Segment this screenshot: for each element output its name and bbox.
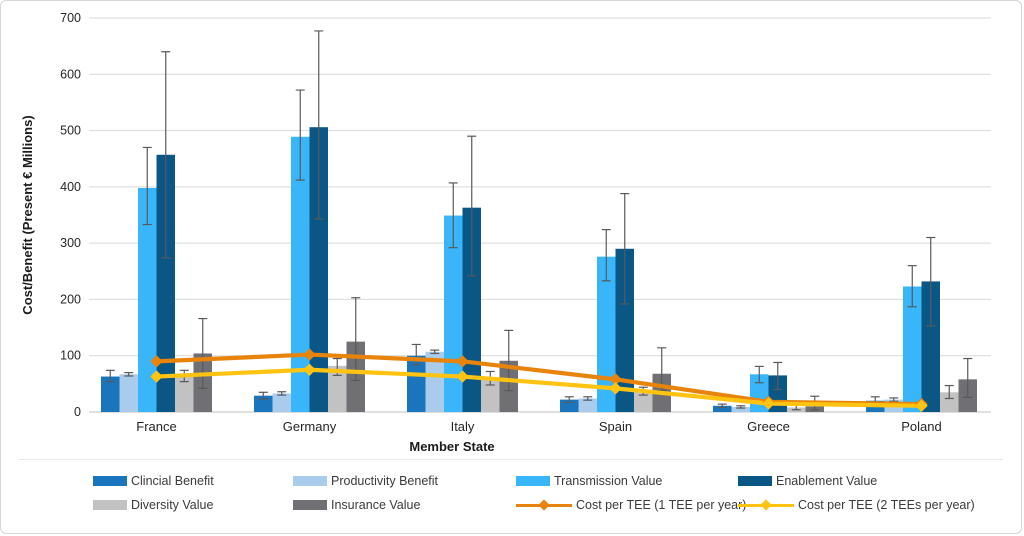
- legend-item: Insurance Value: [293, 498, 516, 512]
- x-category-label: Greece: [747, 419, 790, 434]
- x-category-label: Germany: [283, 419, 337, 434]
- bar: [940, 392, 959, 412]
- bar: [175, 375, 194, 412]
- diamond-marker: [303, 348, 316, 361]
- chart-svg: 0 100 200 300 400 500 600 700 France Germany Italy…: [20, 11, 991, 454]
- legend-bar-swatch-icon: [738, 476, 772, 486]
- legend-line-swatch-icon: [738, 499, 794, 511]
- legend-item: Clincial Benefit: [93, 474, 293, 488]
- legend-label: Transmission Value: [554, 474, 663, 488]
- legend-bar-swatch-icon: [293, 476, 327, 486]
- y-tick-label: 300: [60, 236, 81, 250]
- diamond-marker: [150, 370, 163, 383]
- x-category-label: France: [136, 419, 176, 434]
- diamond-marker: [762, 397, 775, 410]
- legend-item: Productivity Benefit: [293, 474, 516, 488]
- x-axis-title: Member State: [409, 439, 494, 454]
- bar: [407, 355, 426, 412]
- diamond-marker: [609, 382, 622, 395]
- diamond-marker: [150, 355, 163, 368]
- legend-label: Diversity Value: [131, 498, 214, 512]
- y-tick-label: 400: [60, 180, 81, 194]
- legend-label: Cost per TEE (2 TEEs per year): [798, 498, 975, 512]
- legend-bar-swatch-icon: [293, 500, 327, 510]
- y-tick-label: 0: [74, 405, 81, 419]
- diamond-marker: [456, 355, 469, 368]
- x-category-label: Italy: [451, 419, 475, 434]
- legend-label: Enablement Value: [776, 474, 878, 488]
- legend-row: Clincial Benefit Productivity Benefit Tran…: [1, 469, 1021, 493]
- bar: [731, 406, 750, 412]
- bar: [713, 405, 732, 412]
- bar: [119, 374, 138, 412]
- bar: [291, 136, 310, 412]
- bar: [560, 399, 579, 412]
- bar: [597, 256, 616, 412]
- diamond-marker: [609, 373, 622, 386]
- legend-item: Diversity Value: [93, 498, 293, 512]
- bar: [615, 248, 634, 412]
- bar: [309, 127, 328, 413]
- bar: [921, 281, 940, 412]
- legend-bar-swatch-icon: [93, 476, 127, 486]
- diamond-marker: [456, 370, 469, 383]
- x-category-label: Spain: [599, 419, 632, 434]
- diamond-marker: [303, 363, 316, 376]
- bar: [578, 398, 597, 412]
- legend-label: Insurance Value: [331, 498, 421, 512]
- legend-diamond-icon: [538, 499, 550, 511]
- bar: [156, 154, 175, 412]
- legend-label: Productivity Benefit: [331, 474, 438, 488]
- bar: [903, 286, 922, 412]
- legend-separator: [19, 459, 1003, 460]
- legend-diamond-icon: [760, 499, 772, 511]
- legend-line-swatch-icon: [516, 499, 572, 511]
- chart-legend: Clincial Benefit Productivity Benefit Tran…: [1, 469, 1021, 517]
- bar: [272, 393, 291, 412]
- legend-bar-swatch-icon: [516, 476, 550, 486]
- legend-item: Transmission Value: [516, 474, 738, 488]
- y-tick-label: 700: [60, 11, 81, 25]
- legend-label: Cost per TEE (1 TEE per year): [576, 498, 747, 512]
- legend-row: Diversity Value Insurance Value Cost per T…: [1, 493, 1021, 517]
- y-tick-label: 500: [60, 124, 81, 138]
- bar: [101, 376, 120, 412]
- bar: [634, 391, 653, 412]
- bar: [481, 377, 500, 412]
- y-tick-label: 100: [60, 349, 81, 363]
- legend-item: Cost per TEE (2 TEEs per year): [738, 498, 988, 512]
- line-series: [156, 367, 922, 408]
- y-axis-title: Cost/Benefit (Present € Millions): [20, 115, 35, 314]
- diamond-marker: [915, 399, 928, 413]
- legend-item: Cost per TEE (1 TEE per year): [516, 498, 746, 512]
- y-tick-label: 200: [60, 292, 81, 306]
- bar: [254, 395, 273, 412]
- y-tick-label: 600: [60, 67, 81, 81]
- bar: [425, 351, 444, 412]
- bar: [328, 365, 347, 412]
- legend-bar-swatch-icon: [93, 500, 127, 510]
- legend-item: Enablement Value: [738, 474, 988, 488]
- x-category-label: Poland: [901, 419, 941, 434]
- legend-label: Clincial Benefit: [131, 474, 214, 488]
- bar: [138, 187, 157, 412]
